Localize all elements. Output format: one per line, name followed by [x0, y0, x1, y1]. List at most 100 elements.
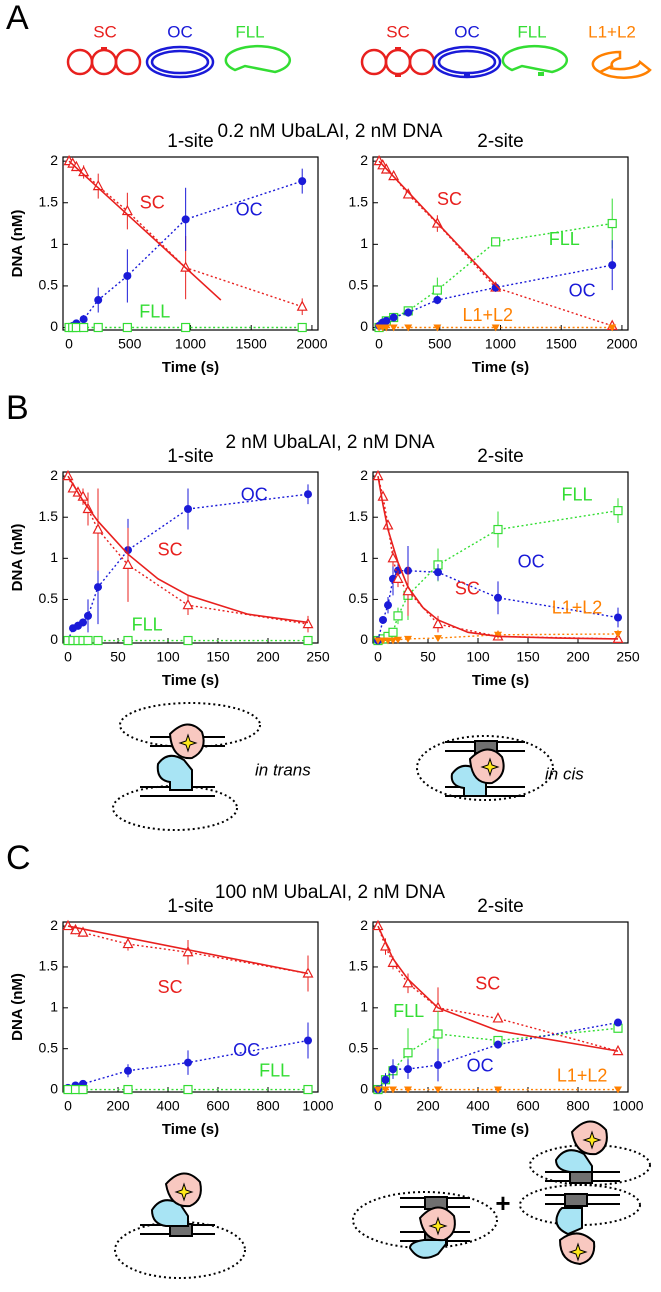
data-point [389, 637, 397, 645]
schematic-label: FLL [517, 22, 546, 41]
data-point [433, 1029, 443, 1039]
x-axis-label: Time (s) [472, 1121, 529, 1138]
chart-title: 1-site [167, 896, 213, 917]
y-tick-label: 1.5 [349, 958, 369, 974]
x-tick-label: 2000 [296, 336, 327, 352]
data-point [614, 1086, 622, 1094]
data-point [184, 1058, 192, 1067]
schematic-label: OC [454, 22, 480, 41]
data-point [84, 611, 92, 620]
x-axis-label: Time (s) [162, 672, 219, 689]
x-tick-label: 250 [306, 649, 330, 665]
data-point [389, 1086, 397, 1094]
data-point [433, 296, 442, 305]
data-point [432, 617, 444, 629]
x-tick-label: 1000 [485, 336, 516, 352]
x-tick-label: 150 [206, 649, 230, 665]
data-point [123, 271, 132, 280]
data-point [382, 324, 391, 332]
data-point [62, 469, 74, 481]
panel-letter: A [6, 0, 29, 37]
plot-frame [372, 921, 629, 1093]
x-tick-label: 500 [428, 336, 452, 352]
data-point [304, 490, 312, 499]
data-point [377, 490, 389, 501]
y-tick-label: 1.5 [39, 193, 59, 209]
series-label: OC [233, 1040, 260, 1060]
series-label: L1+L2 [552, 598, 603, 618]
series-label: FLL [132, 615, 163, 635]
data-point [404, 635, 412, 643]
data-point [493, 524, 503, 535]
data-point [296, 300, 308, 311]
x-axis-label: Time (s) [472, 359, 529, 376]
diagram-label: in cis [545, 764, 584, 783]
data-point [434, 1086, 442, 1094]
x-tick-label: 200 [256, 649, 280, 665]
y-tick-label: 1.5 [39, 958, 59, 974]
x-tick-label: 1000 [175, 336, 206, 352]
data-point [303, 635, 313, 646]
series-label: OC [518, 551, 545, 571]
series-label: SC [140, 192, 165, 212]
series-label: SC [158, 977, 183, 997]
data-point [181, 322, 191, 333]
data-point [183, 1084, 193, 1095]
series-label: OC [467, 1055, 494, 1075]
data-point [491, 237, 501, 247]
y-tick-label: 0.5 [39, 277, 59, 293]
y-tick-label: 1.5 [39, 508, 59, 524]
data-point [614, 613, 622, 622]
fit-line [377, 475, 619, 640]
data-point [297, 322, 307, 333]
series-label: SC [475, 974, 500, 994]
data-point [608, 324, 617, 332]
x-tick-label: 50 [420, 649, 436, 665]
data-point [121, 204, 133, 216]
data-point [434, 1061, 442, 1070]
data-point [404, 308, 413, 317]
data-point [491, 324, 500, 332]
data-point [389, 1065, 397, 1074]
x-tick-label: 200 [416, 1098, 440, 1114]
y-axis-label: DNA (nM) [9, 973, 26, 1041]
x-axis-label: Time (s) [472, 672, 529, 689]
x-tick-label: 500 [118, 336, 142, 352]
y-tick-label: 0.5 [349, 590, 369, 606]
series-label: SC [158, 539, 183, 559]
data-point [124, 1066, 132, 1075]
schematics [66, 44, 652, 79]
chart-title: 2-site [477, 446, 523, 467]
panel-title: 100 nM UbaLAI, 2 nM DNA [215, 882, 446, 903]
data-point [374, 1086, 382, 1094]
y-tick-label: 2 [50, 467, 58, 483]
x-tick-label: 1500 [236, 336, 267, 352]
x-tick-label: 200 [566, 649, 590, 665]
x-tick-label: 100 [466, 649, 490, 665]
y-tick-label: 0.5 [39, 1039, 59, 1055]
y-tick-label: 2 [50, 152, 58, 168]
x-tick-label: 1500 [546, 336, 577, 352]
y-tick-label: 1 [360, 549, 368, 565]
plot-frame [62, 156, 319, 331]
x-tick-label: 400 [466, 1098, 490, 1114]
series-label: FLL [549, 229, 580, 249]
y-tick-label: 1.5 [349, 193, 369, 209]
data-point [78, 1084, 88, 1095]
data-point [402, 977, 414, 988]
data-point [372, 919, 384, 931]
data-point [79, 315, 88, 324]
series-label: FLL [561, 485, 592, 505]
schematic-label: SC [386, 22, 410, 41]
data-point [303, 1084, 313, 1095]
fit-line [378, 160, 502, 291]
plus-sign: + [495, 1188, 510, 1218]
y-tick-label: 0.5 [39, 590, 59, 606]
y-tick-label: 0 [360, 318, 368, 334]
data-point [304, 1036, 312, 1045]
schematic-label: FLL [235, 22, 264, 41]
x-tick-label: 800 [566, 1098, 590, 1114]
panel-letter: C [6, 839, 31, 877]
data-point [389, 324, 398, 332]
